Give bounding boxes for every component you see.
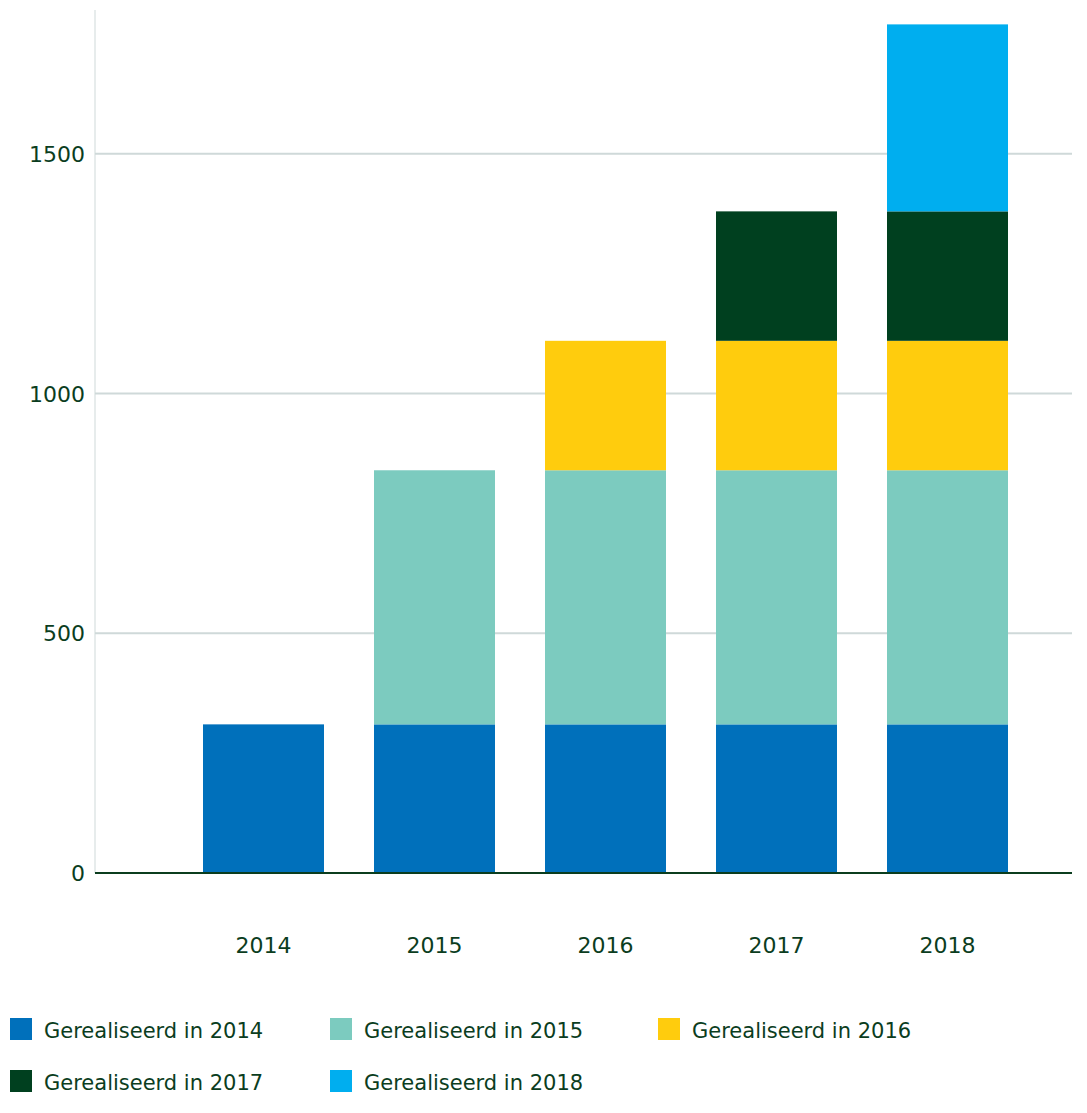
- y-tick-label: 500: [43, 621, 85, 646]
- bar-segment: [374, 724, 495, 873]
- legend-label: Gerealiseerd in 2018: [364, 1071, 583, 1095]
- bar-segment: [545, 341, 666, 470]
- legend-item: Gerealiseerd in 2015: [330, 1018, 583, 1043]
- legend-swatch: [330, 1018, 352, 1040]
- y-tick-label: 1500: [29, 142, 85, 167]
- legend-swatch: [10, 1070, 32, 1092]
- legend-label: Gerealiseerd in 2017: [44, 1071, 263, 1095]
- chart-container: 0 500 1000 1500 2014 2015 2016 2017 2018 Gerealis…: [0, 0, 1087, 1113]
- legend-swatch: [10, 1018, 32, 1040]
- bar-segment: [887, 724, 1008, 873]
- bars: [203, 24, 1008, 873]
- bar-segment: [716, 211, 837, 340]
- x-tick-label: 2018: [920, 933, 976, 958]
- y-tick-label: 1000: [29, 382, 85, 407]
- bar-segment: [716, 470, 837, 724]
- legend-swatch: [330, 1070, 352, 1092]
- legend-item: Gerealiseerd in 2016: [658, 1018, 911, 1043]
- chart-svg: 0 500 1000 1500 2014 2015 2016 2017 2018 Gerealis…: [0, 0, 1087, 1113]
- bar-segment: [887, 24, 1008, 211]
- legend-label: Gerealiseerd in 2015: [364, 1019, 583, 1043]
- bar-segment: [887, 341, 1008, 470]
- legend-swatch: [658, 1018, 680, 1040]
- bar-segment: [716, 341, 837, 470]
- legend-label: Gerealiseerd in 2014: [44, 1019, 263, 1043]
- bar-segment: [887, 470, 1008, 724]
- x-tick-label: 2014: [236, 933, 292, 958]
- x-tick-label: 2016: [578, 933, 634, 958]
- legend-label: Gerealiseerd in 2016: [692, 1019, 911, 1043]
- bar-segment: [203, 724, 324, 873]
- bar-segment: [545, 724, 666, 873]
- legend-item: Gerealiseerd in 2017: [10, 1070, 263, 1095]
- legend-item: Gerealiseerd in 2014: [10, 1018, 263, 1043]
- x-tick-label: 2015: [407, 933, 463, 958]
- bar-segment: [545, 470, 666, 724]
- y-axis-line: [95, 10, 96, 873]
- x-axis-line: [95, 872, 1072, 874]
- bar-segment: [374, 470, 495, 724]
- legend-item: Gerealiseerd in 2018: [330, 1070, 583, 1095]
- bar-segment: [716, 724, 837, 873]
- x-tick-label: 2017: [749, 933, 805, 958]
- bar-segment: [887, 211, 1008, 340]
- y-tick-label: 0: [71, 861, 85, 886]
